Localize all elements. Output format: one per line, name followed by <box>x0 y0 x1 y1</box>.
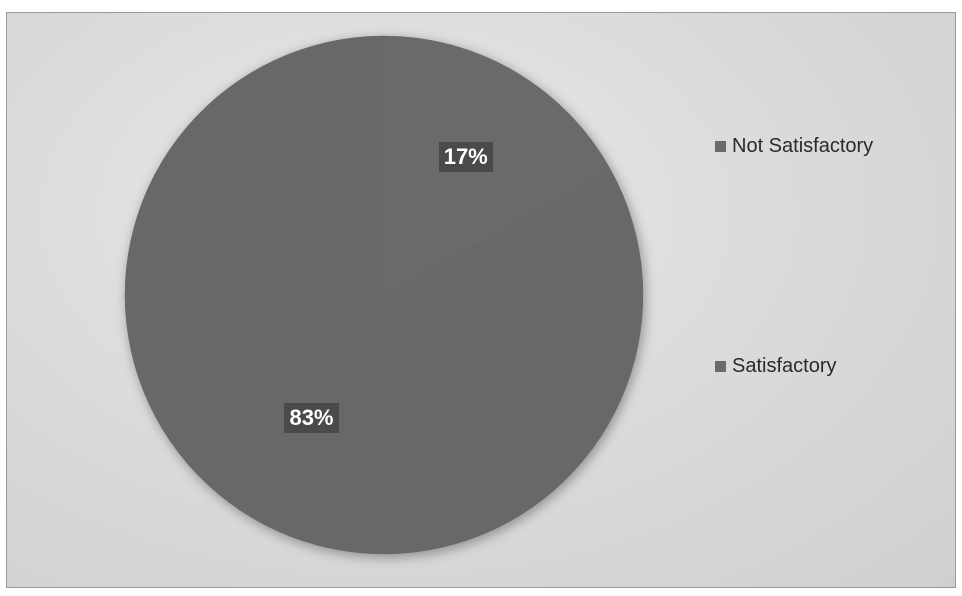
pie-slice-satisfactory <box>124 35 644 555</box>
data-label-not-satisfactory: 17% <box>438 141 493 172</box>
pie-slice-not-satisfactory <box>383 35 612 296</box>
legend-item-not-satisfactory: Not Satisfactory <box>715 135 873 158</box>
data-label-satisfactory: 83% <box>284 402 339 433</box>
legend-label-not-satisfactory: Not Satisfactory <box>732 135 874 157</box>
chart-area: 17% 83% Not Satisfactory Satisfactory <box>6 12 956 588</box>
pie-chart <box>124 35 644 555</box>
legend-label-satisfactory: Satisfactory <box>732 355 837 377</box>
legend-item-satisfactory: Satisfactory <box>715 355 836 378</box>
legend-swatch-satisfactory <box>715 361 726 372</box>
legend-swatch-not-satisfactory <box>715 141 726 152</box>
